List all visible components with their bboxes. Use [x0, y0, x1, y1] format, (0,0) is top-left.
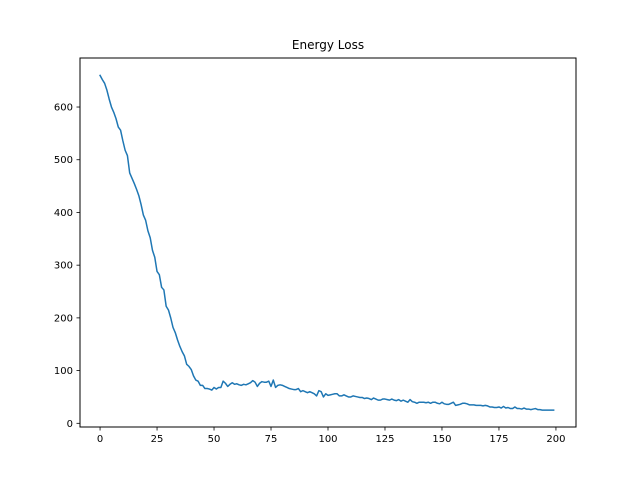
plot-layer: 0 25 50 75 100 125 150 175 200 0 100 200 300 400 500 60… — [54, 74, 565, 445]
x-tick-label-3: 75 — [265, 434, 278, 445]
plot-frame — [79, 57, 577, 428]
x-tick-label-6: 150 — [432, 434, 451, 445]
x-tick-label-7: 175 — [489, 434, 508, 445]
x-tick-label-1: 25 — [151, 434, 164, 445]
x-tick-label-5: 125 — [375, 434, 394, 445]
y-tick-label-2: 200 — [54, 313, 73, 324]
y-tick-label-6: 600 — [54, 103, 73, 114]
x-tick-label-0: 0 — [97, 434, 103, 445]
x-tick-label-4: 100 — [318, 434, 337, 445]
chart-title: Energy Loss — [292, 38, 364, 52]
x-tick-label-8: 200 — [546, 434, 565, 445]
series-line-0 — [99, 74, 555, 411]
y-tick-label-0: 0 — [67, 419, 73, 430]
y-tick-label-4: 400 — [54, 208, 73, 219]
y-tick-label-5: 500 — [54, 155, 73, 166]
x-tick-label-2: 50 — [208, 434, 221, 445]
y-tick-label-3: 300 — [54, 261, 73, 272]
y-tick-label-1: 100 — [54, 366, 73, 377]
